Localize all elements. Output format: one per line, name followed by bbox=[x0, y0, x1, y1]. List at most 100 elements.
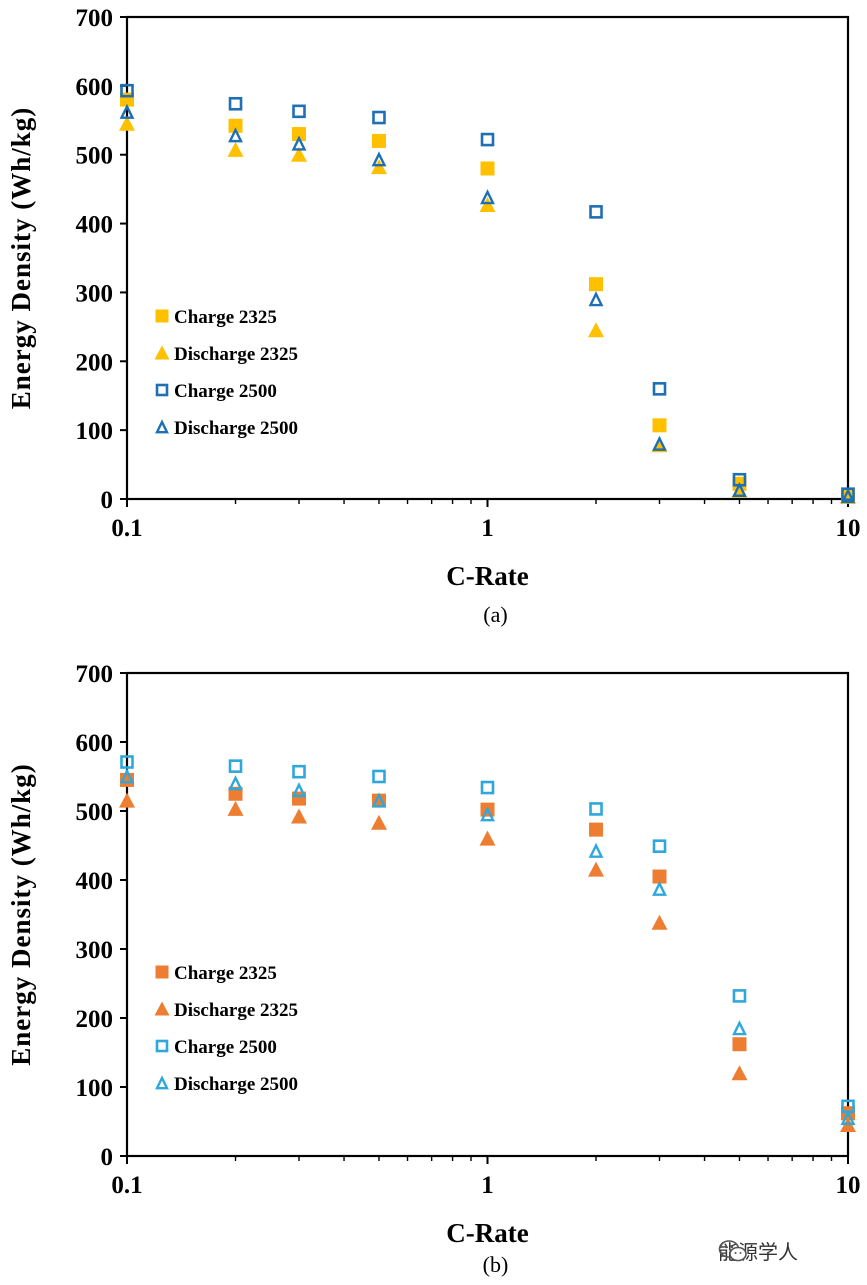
legend-marker bbox=[155, 419, 169, 434]
legend-label: Charge 2325 bbox=[174, 963, 277, 984]
data-point bbox=[840, 488, 856, 504]
y-tick-label: 300 bbox=[76, 937, 114, 964]
legend-label: Discharge 2325 bbox=[174, 1000, 298, 1021]
watermark: 能源学人 bbox=[718, 1236, 798, 1265]
data-point bbox=[589, 205, 603, 219]
data-point bbox=[480, 161, 495, 176]
data-point bbox=[480, 780, 495, 795]
legend-marker bbox=[154, 345, 170, 360]
data-point bbox=[652, 869, 667, 884]
data-point bbox=[732, 1020, 747, 1036]
data-point bbox=[120, 83, 134, 98]
legend-marker bbox=[155, 383, 169, 397]
data-point bbox=[652, 418, 667, 433]
data-point bbox=[119, 768, 135, 784]
data-point bbox=[291, 135, 307, 151]
x-axis-title: C-Rate bbox=[446, 1218, 528, 1248]
y-tick-label: 600 bbox=[76, 74, 114, 101]
chart-b: 0 100 200 300 400 500 600 700 0.1 1 10 C-Rate Energy… bbox=[6, 661, 861, 1277]
y-tick-label: 100 bbox=[76, 1075, 114, 1102]
x-tick-label: 0.1 bbox=[111, 1172, 142, 1199]
data-point bbox=[119, 115, 135, 131]
x-tick-label: 0.1 bbox=[111, 515, 142, 542]
data-point bbox=[480, 132, 495, 147]
y-tick-label: 200 bbox=[76, 1006, 114, 1033]
y-axis-title: Energy Density (Wh/kg) bbox=[6, 763, 36, 1066]
y-tick-label: 400 bbox=[76, 868, 114, 895]
data-point bbox=[371, 133, 386, 148]
legend-marker bbox=[155, 1039, 169, 1053]
data-point bbox=[228, 127, 243, 143]
legend-marker bbox=[155, 965, 169, 979]
panel-caption: (a) bbox=[483, 602, 507, 627]
data-point bbox=[589, 277, 604, 292]
data-point bbox=[372, 769, 386, 784]
data-point bbox=[370, 159, 387, 175]
data-point bbox=[291, 146, 308, 162]
data-point bbox=[119, 792, 135, 808]
legend-label: Charge 2500 bbox=[174, 381, 277, 402]
data-point bbox=[228, 118, 243, 133]
data-point bbox=[372, 110, 386, 125]
data-point bbox=[652, 382, 667, 396]
data-point bbox=[652, 880, 667, 896]
legend-marker bbox=[155, 1075, 169, 1090]
data-point bbox=[588, 861, 605, 877]
data-point bbox=[479, 830, 496, 846]
y-tick-label: 500 bbox=[76, 799, 114, 826]
data-point bbox=[588, 322, 605, 338]
data-point bbox=[227, 800, 244, 816]
data-point bbox=[228, 759, 243, 773]
data-point bbox=[291, 782, 307, 798]
data-point bbox=[652, 435, 667, 451]
data-point bbox=[119, 103, 135, 119]
x-tick-label: 10 bbox=[836, 515, 861, 542]
data-point bbox=[589, 802, 603, 816]
legend-marker bbox=[154, 1001, 170, 1016]
data-point bbox=[291, 808, 308, 824]
data-point bbox=[731, 1065, 748, 1081]
data-point bbox=[588, 842, 604, 858]
data-point bbox=[228, 775, 243, 791]
x-tick-label: 1 bbox=[481, 515, 494, 542]
legend-label: Discharge 2500 bbox=[174, 1074, 298, 1095]
data-point bbox=[292, 104, 306, 119]
data-point bbox=[588, 291, 604, 307]
x-tick-label: 10 bbox=[836, 1172, 861, 1199]
legend-label: Discharge 2500 bbox=[174, 418, 298, 439]
data-point bbox=[840, 1109, 856, 1125]
y-tick-label: 0 bbox=[101, 487, 114, 514]
y-axis-title: Energy Density (Wh/kg) bbox=[6, 107, 36, 410]
wechat-icon bbox=[718, 1239, 747, 1261]
data-point bbox=[371, 792, 387, 808]
y-tick-label: 300 bbox=[76, 280, 114, 307]
data-point bbox=[732, 1037, 747, 1052]
chart-a: 0 100 200 300 400 500 600 700 0.1 1 10 C-Rate Energy… bbox=[6, 5, 861, 627]
data-point bbox=[480, 189, 495, 205]
data-point bbox=[732, 989, 747, 1003]
data-point bbox=[732, 481, 747, 497]
data-point bbox=[479, 196, 496, 212]
y-tick-label: 200 bbox=[76, 349, 114, 376]
data-point bbox=[292, 127, 307, 142]
panel-caption: (b) bbox=[483, 1252, 509, 1277]
y-tick-label: 0 bbox=[101, 1144, 114, 1171]
y-tick-label: 700 bbox=[76, 5, 114, 32]
y-tick-label: 700 bbox=[76, 661, 114, 688]
legend-label: Charge 2325 bbox=[174, 307, 277, 328]
data-point bbox=[480, 806, 495, 822]
data-point bbox=[651, 914, 668, 930]
x-tick-label: 1 bbox=[481, 1172, 494, 1199]
data-point bbox=[120, 755, 134, 769]
y-tick-label: 100 bbox=[76, 418, 114, 445]
y-tick-label: 600 bbox=[76, 730, 114, 757]
legend-marker bbox=[155, 309, 169, 323]
data-point bbox=[228, 96, 243, 111]
x-axis-title: C-Rate bbox=[446, 561, 528, 591]
data-point bbox=[652, 839, 667, 853]
legend-label: Discharge 2325 bbox=[174, 344, 298, 365]
data-point bbox=[589, 822, 604, 837]
data-point bbox=[292, 764, 306, 779]
y-tick-label: 400 bbox=[76, 212, 114, 239]
data-point bbox=[370, 814, 387, 830]
